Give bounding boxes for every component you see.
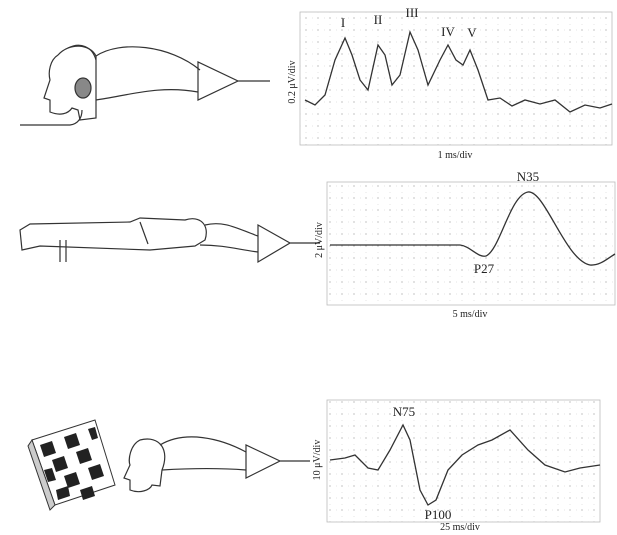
x-axis-label: 1 ms/div — [438, 150, 473, 161]
peak-label: II — [374, 12, 383, 27]
peak-label: V — [467, 25, 477, 40]
amplifier — [246, 445, 310, 478]
checkerboard-monitor — [28, 420, 115, 510]
plot-grid — [327, 400, 600, 522]
y-axis-label: 0.2 μV/div — [287, 60, 298, 103]
plot-grid — [327, 182, 615, 305]
amplifier — [258, 225, 320, 262]
amplifier — [198, 62, 270, 100]
peak-label: N75 — [393, 404, 415, 419]
head-headphones — [20, 45, 200, 125]
plot-grid — [300, 12, 612, 145]
y-axis-label: 10 μV/div — [312, 440, 323, 481]
peak-label: P100 — [425, 507, 452, 522]
peak-label: P27 — [474, 261, 495, 276]
x-axis-label: 25 ms/div — [440, 522, 480, 533]
lying-body — [20, 218, 258, 262]
peak-label: I — [341, 15, 345, 30]
y-axis-label: 2 μV/div — [314, 222, 325, 258]
peak-label: IV — [441, 24, 455, 39]
x-axis-label: 5 ms/div — [453, 309, 488, 320]
head — [124, 437, 246, 492]
peak-label: N35 — [517, 169, 539, 184]
figure: 0.2 μV/div 1 ms/div I II III IV V 2 μV/d… — [0, 0, 617, 535]
peak-label: III — [406, 5, 419, 20]
